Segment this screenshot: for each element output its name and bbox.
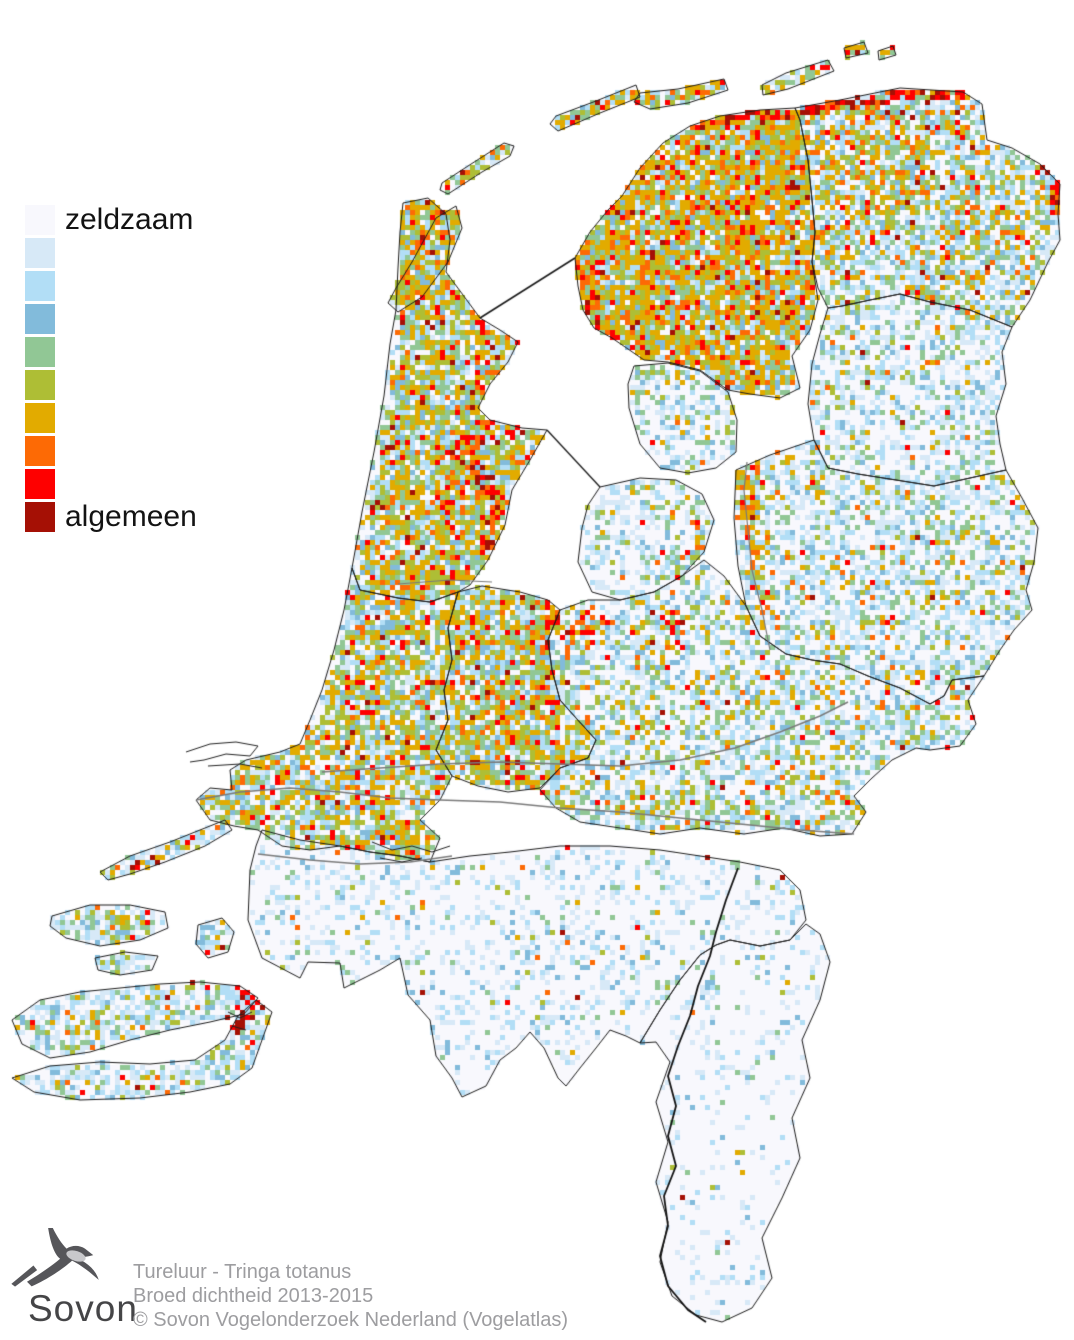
legend-label-common: algemeen bbox=[65, 499, 197, 533]
caption-copyright: © Sovon Vogelonderzoek Nederland (Vogela… bbox=[133, 1309, 569, 1331]
legend-swatch-6 bbox=[25, 402, 55, 433]
legend: zeldzaam algemeen bbox=[25, 203, 197, 533]
legend-swatch-8 bbox=[25, 468, 55, 499]
caption-species: Tureluur - Tringa totanus bbox=[133, 1261, 352, 1283]
swallow-icon bbox=[4, 1228, 134, 1290]
legend-row: algemeen bbox=[25, 500, 197, 533]
legend-row bbox=[25, 368, 197, 401]
legend-row bbox=[25, 467, 197, 500]
legend-row: zeldzaam bbox=[25, 203, 197, 236]
legend-swatch-3 bbox=[25, 303, 55, 334]
legend-swatch-4 bbox=[25, 336, 55, 367]
legend-swatch-7 bbox=[25, 435, 55, 466]
legend-row bbox=[25, 335, 197, 368]
legend-row bbox=[25, 401, 197, 434]
legend-row bbox=[25, 434, 197, 467]
legend-label-rare: zeldzaam bbox=[65, 202, 194, 236]
legend-row bbox=[25, 236, 197, 269]
legend-swatch-5 bbox=[25, 369, 55, 400]
legend-swatch-0 bbox=[25, 204, 55, 235]
legend-swatch-2 bbox=[25, 270, 55, 301]
legend-row bbox=[25, 269, 197, 302]
legend-swatch-9 bbox=[25, 501, 55, 532]
sovon-logo-text: Sovon bbox=[28, 1288, 138, 1329]
legend-row bbox=[25, 302, 197, 335]
caption-subject: Broed dichtheid 2013-2015 bbox=[133, 1285, 374, 1307]
legend-swatch-1 bbox=[25, 237, 55, 268]
sovon-logo: Sovon bbox=[4, 1228, 137, 1336]
map-caption: Tureluur - Tringa totanus Broed dichthei… bbox=[133, 1260, 568, 1332]
